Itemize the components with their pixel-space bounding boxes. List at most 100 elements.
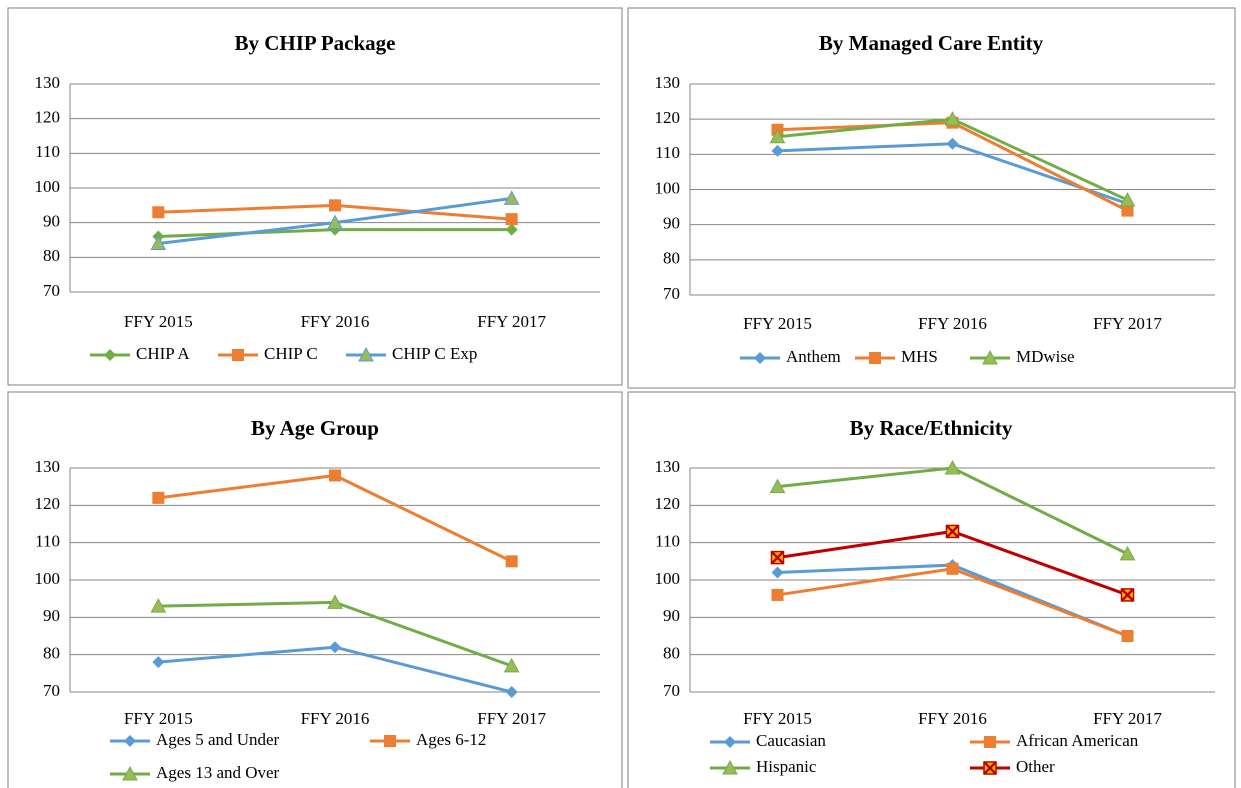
y-tick-label: 120	[655, 494, 681, 513]
marker	[770, 550, 785, 565]
x-tick-label: FFY 2017	[477, 312, 546, 331]
panel	[7, 391, 623, 788]
y-tick-label: 120	[655, 108, 681, 127]
marker	[722, 759, 738, 775]
chart-title: By Race/Ethnicity	[850, 416, 1013, 440]
marker	[152, 491, 165, 504]
marker	[944, 111, 961, 126]
panel	[627, 391, 1236, 788]
y-tick-label: 130	[35, 457, 61, 476]
marker	[505, 213, 518, 226]
marker	[358, 346, 374, 362]
y-tick-label: 100	[655, 569, 681, 588]
marker	[946, 137, 959, 150]
y-tick-label: 80	[43, 644, 60, 663]
marker	[945, 524, 960, 539]
marker	[152, 206, 165, 219]
marker	[329, 199, 341, 212]
marker	[150, 235, 167, 250]
legend-label: Ages 13 and Over	[156, 763, 280, 782]
marker	[1119, 545, 1136, 561]
panel	[627, 7, 1236, 389]
marker	[124, 735, 136, 747]
legend-label: Ages 6-12	[416, 730, 486, 749]
y-tick-label: 80	[663, 249, 680, 268]
legend-label: CHIP C	[264, 344, 318, 363]
legend-label: MHS	[901, 347, 938, 366]
y-tick-label: 120	[35, 108, 61, 127]
x-tick-label: FFY 2017	[1093, 709, 1162, 728]
marker	[771, 144, 784, 157]
marker	[505, 555, 518, 568]
y-tick-label: 110	[655, 532, 680, 551]
y-tick-label: 90	[663, 606, 680, 625]
legend-label: Anthem	[786, 347, 841, 366]
y-tick-label: 130	[655, 457, 681, 476]
marker	[771, 588, 784, 601]
x-tick-label: FFY 2016	[301, 312, 370, 331]
x-tick-label: FFY 2016	[301, 709, 370, 728]
x-tick-label: FFY 2015	[124, 312, 193, 331]
y-tick-label: 70	[663, 284, 680, 303]
marker	[869, 352, 881, 364]
marker	[771, 566, 784, 579]
legend-label: CHIP A	[136, 344, 190, 363]
marker	[984, 736, 996, 748]
marker	[503, 190, 520, 205]
y-tick-label: 100	[35, 177, 61, 196]
marker	[769, 128, 786, 144]
marker	[384, 735, 396, 747]
y-tick-label: 70	[43, 681, 60, 700]
marker-cross	[983, 761, 997, 775]
y-tick-label: 100	[35, 569, 61, 588]
y-tick-label: 90	[43, 606, 60, 625]
marker-cross	[1120, 588, 1135, 602]
marker	[724, 736, 736, 748]
marker	[754, 352, 766, 364]
marker	[1120, 588, 1135, 602]
legend-label: African American	[1016, 731, 1139, 750]
chart-title: By Age Group	[251, 416, 379, 440]
series-line	[777, 142, 1128, 205]
chart-title: By Managed Care Entity	[819, 31, 1044, 55]
marker	[505, 686, 518, 698]
marker	[983, 761, 997, 775]
marker	[327, 594, 343, 609]
y-tick-label: 110	[655, 143, 680, 162]
panel	[7, 7, 623, 386]
marker	[505, 223, 518, 236]
x-tick-label: FFY 2015	[743, 709, 812, 728]
y-tick-label: 120	[35, 494, 61, 513]
marker	[944, 459, 961, 475]
y-tick-label: 100	[655, 178, 681, 197]
series-line	[777, 117, 1129, 202]
marker	[152, 656, 165, 669]
y-tick-label: 70	[43, 281, 60, 300]
marker	[232, 349, 244, 361]
series-line	[158, 473, 513, 563]
marker	[104, 349, 116, 361]
x-tick-label: FFY 2017	[477, 709, 546, 728]
y-tick-label: 130	[35, 73, 61, 92]
marker	[327, 214, 343, 230]
y-tick-label: 70	[663, 681, 680, 700]
legend-label: Caucasian	[756, 731, 826, 750]
marker	[982, 349, 998, 365]
marker-cross	[945, 524, 960, 539]
series-line	[777, 567, 1129, 638]
y-tick-label: 130	[655, 73, 681, 92]
x-tick-label: FFY 2015	[124, 709, 193, 728]
marker	[329, 641, 341, 654]
marker	[1121, 204, 1134, 217]
y-tick-label: 80	[43, 246, 60, 265]
marker	[946, 562, 959, 575]
legend-label: Hispanic	[756, 757, 817, 776]
marker	[769, 478, 786, 494]
y-tick-label: 110	[35, 142, 60, 161]
marker	[503, 657, 520, 673]
series-line	[777, 121, 1129, 212]
y-tick-label: 110	[35, 532, 60, 551]
legend-label: Other	[1016, 757, 1055, 776]
legend-label: CHIP C Exp	[392, 344, 477, 363]
